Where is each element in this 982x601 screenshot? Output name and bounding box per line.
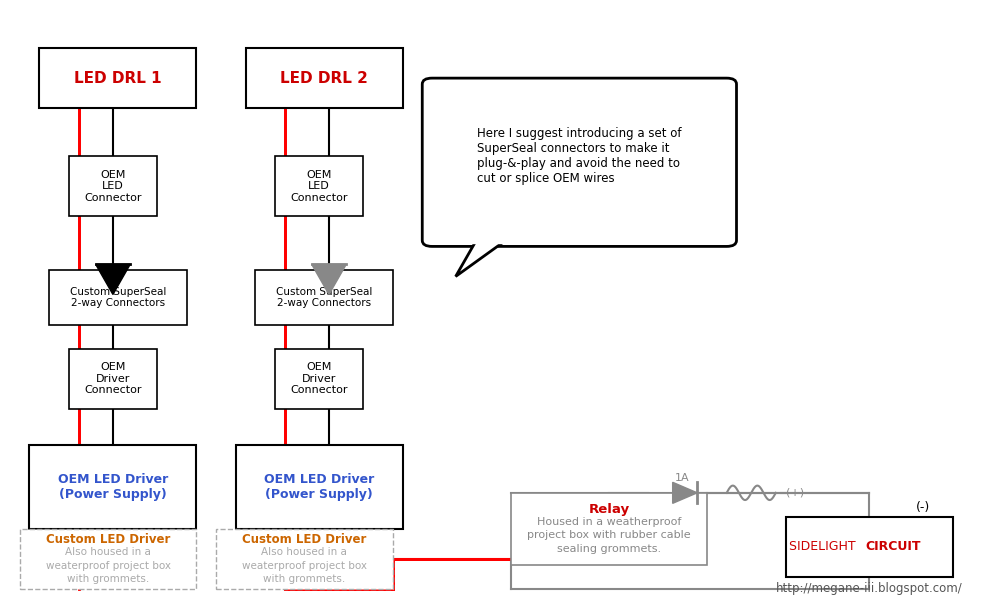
FancyBboxPatch shape [69, 349, 157, 409]
Polygon shape [96, 264, 130, 294]
FancyBboxPatch shape [275, 349, 363, 409]
FancyBboxPatch shape [216, 529, 393, 589]
Text: project box with rubber cable: project box with rubber cable [527, 531, 690, 540]
FancyBboxPatch shape [786, 517, 953, 577]
Text: Custom SuperSeal
2-way Connectors: Custom SuperSeal 2-way Connectors [276, 287, 372, 308]
Text: sealing grommets.: sealing grommets. [557, 544, 661, 554]
Polygon shape [312, 264, 346, 294]
Text: Relay: Relay [588, 502, 629, 516]
Text: Custom LED Driver: Custom LED Driver [46, 532, 170, 546]
FancyBboxPatch shape [236, 445, 403, 529]
Text: OEM
Driver
Connector: OEM Driver Connector [84, 362, 141, 395]
FancyBboxPatch shape [422, 78, 736, 246]
FancyBboxPatch shape [49, 270, 187, 325]
Text: with grommets.: with grommets. [263, 574, 346, 584]
Text: Custom LED Driver: Custom LED Driver [243, 532, 366, 546]
Text: weaterproof project box: weaterproof project box [242, 561, 367, 570]
Text: (+): (+) [786, 488, 803, 498]
Text: http://megane-iii.blogspot.com/: http://megane-iii.blogspot.com/ [776, 582, 962, 595]
FancyBboxPatch shape [69, 156, 157, 216]
FancyBboxPatch shape [29, 445, 196, 529]
FancyBboxPatch shape [275, 156, 363, 216]
Text: (-): (-) [916, 501, 930, 514]
Text: Also housed in a: Also housed in a [65, 548, 151, 557]
Polygon shape [456, 237, 506, 243]
FancyBboxPatch shape [39, 48, 196, 108]
Text: OEM
Driver
Connector: OEM Driver Connector [291, 362, 348, 395]
Polygon shape [456, 240, 506, 276]
Text: LED DRL 1: LED DRL 1 [74, 71, 162, 85]
Text: weaterproof project box: weaterproof project box [45, 561, 171, 570]
Text: 1A: 1A [676, 473, 689, 483]
FancyBboxPatch shape [255, 270, 393, 325]
Text: LED DRL 2: LED DRL 2 [280, 71, 368, 85]
Polygon shape [673, 482, 697, 504]
Text: OEM
LED
Connector: OEM LED Connector [84, 169, 141, 203]
Text: OEM
LED
Connector: OEM LED Connector [291, 169, 348, 203]
Text: OEM LED Driver
(Power Supply): OEM LED Driver (Power Supply) [264, 473, 374, 501]
Text: OEM LED Driver
(Power Supply): OEM LED Driver (Power Supply) [58, 473, 168, 501]
Text: with grommets.: with grommets. [67, 574, 149, 584]
FancyBboxPatch shape [246, 48, 403, 108]
Text: CIRCUIT: CIRCUIT [866, 540, 921, 554]
Text: Also housed in a: Also housed in a [261, 548, 348, 557]
FancyBboxPatch shape [511, 493, 707, 565]
Text: Custom SuperSeal
2-way Connectors: Custom SuperSeal 2-way Connectors [70, 287, 166, 308]
FancyBboxPatch shape [20, 529, 196, 589]
Text: SIDELIGHT: SIDELIGHT [789, 540, 859, 554]
Text: Housed in a weatherproof: Housed in a weatherproof [536, 517, 682, 527]
Text: Here I suggest introducing a set of
SuperSeal connectors to make it
plug-&-play : Here I suggest introducing a set of Supe… [477, 127, 682, 185]
